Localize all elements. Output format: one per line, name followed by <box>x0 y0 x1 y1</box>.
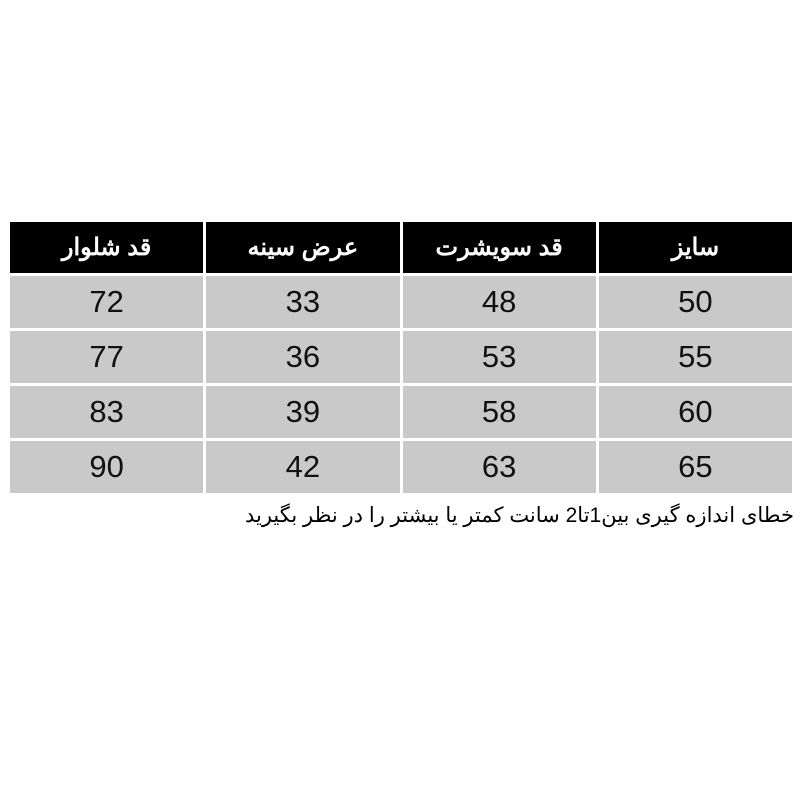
table-cell: 58 <box>402 386 596 438</box>
table-cell: 48 <box>402 276 596 328</box>
table-cell: 90 <box>10 441 204 493</box>
table-cell: 83 <box>10 386 204 438</box>
table-header-row: سایز قد سویشرت عرض سینه قد شلوار <box>10 222 792 273</box>
table-cell: 39 <box>206 386 400 438</box>
table-cell: 50 <box>598 276 792 328</box>
size-table: سایز قد سویشرت عرض سینه قد شلوار 50 48 3… <box>10 222 792 496</box>
table-cell: 63 <box>402 441 596 493</box>
table-cell: 33 <box>206 276 400 328</box>
table-row: 60 58 39 83 <box>10 386 792 438</box>
header-hoodie-length: قد سویشرت <box>402 222 596 273</box>
table-cell: 65 <box>598 441 792 493</box>
table-row: 65 63 42 90 <box>10 441 792 493</box>
table-cell: 42 <box>206 441 400 493</box>
table-row: 50 48 33 72 <box>10 276 792 328</box>
header-chest-width: عرض سینه <box>206 222 400 273</box>
table-cell: 60 <box>598 386 792 438</box>
header-size: سایز <box>598 222 792 273</box>
table-cell: 36 <box>206 331 400 383</box>
table-cell: 53 <box>402 331 596 383</box>
table-cell: 77 <box>10 331 204 383</box>
table-cell: 72 <box>10 276 204 328</box>
header-pants-length: قد شلوار <box>10 222 204 273</box>
measurement-error-note: خطای اندازه گیری بین1تا2 سانت کمتر یا بی… <box>244 504 794 527</box>
table-row: 55 53 36 77 <box>10 331 792 383</box>
table-cell: 55 <box>598 331 792 383</box>
